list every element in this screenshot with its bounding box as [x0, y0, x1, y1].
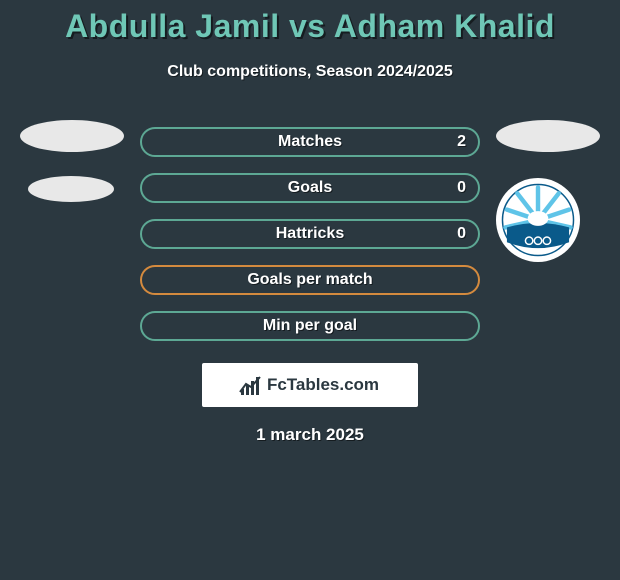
stat-row: Matches 2	[0, 119, 620, 165]
watermark-text: FcTables.com	[267, 375, 379, 395]
stat-bar: Min per goal	[140, 311, 480, 341]
stat-row: Goals per match	[0, 257, 620, 303]
stat-label: Goals	[288, 179, 332, 197]
stat-row: Min per goal	[0, 303, 620, 349]
stat-row: Hattricks 0	[0, 211, 620, 257]
stat-bar: Goals 0	[140, 173, 480, 203]
stat-row: Goals 0	[0, 165, 620, 211]
stat-label: Goals per match	[247, 271, 372, 289]
comparison-card: Abdulla Jamil vs Adham Khalid Club compe…	[0, 0, 620, 445]
stat-right-value: 2	[457, 133, 466, 151]
watermark: FcTables.com	[202, 363, 418, 407]
date-label: 1 march 2025	[0, 425, 620, 445]
stat-right-value: 0	[457, 225, 466, 243]
stats-bars: Matches 2 Goals 0 Hattricks 0 Goals per …	[0, 119, 620, 349]
stat-bar: Goals per match	[140, 265, 480, 295]
stat-label: Hattricks	[276, 225, 344, 243]
subtitle: Club competitions, Season 2024/2025	[0, 63, 620, 81]
watermark-chart-icon	[241, 375, 261, 395]
stat-bar: Matches 2	[140, 127, 480, 157]
page-title: Abdulla Jamil vs Adham Khalid	[0, 8, 620, 45]
stat-bar: Hattricks 0	[140, 219, 480, 249]
stat-label: Matches	[278, 133, 342, 151]
stat-label: Min per goal	[263, 317, 357, 335]
stat-right-value: 0	[457, 179, 466, 197]
